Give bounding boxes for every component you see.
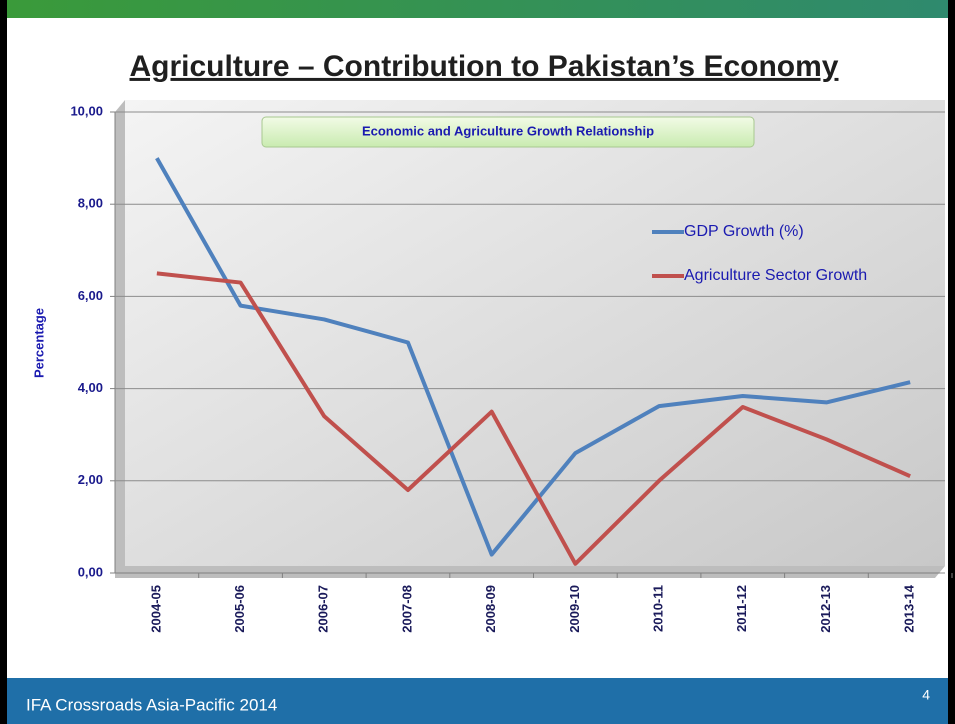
x-tick-label: 2008-09 (483, 585, 498, 633)
subtitle-box (261, 116, 755, 148)
footer-bar (7, 678, 948, 724)
x-tick-label: 2010-11 (650, 585, 665, 632)
y-tick-label: 4,00 (78, 380, 103, 395)
page-number: 4 (922, 687, 930, 703)
x-tick-label: 2006-07 (316, 585, 331, 633)
x-tick-label: 2012-13 (818, 585, 833, 633)
y-tick-label: 0,00 (78, 564, 103, 579)
x-tick-label: 2009-10 (567, 585, 582, 633)
top-bar (7, 0, 948, 18)
x-tick-label: 2013-14 (902, 584, 917, 632)
legend-label: GDP Growth (%) (684, 223, 804, 240)
footer-text: IFA Crossroads Asia-Pacific 2014 (26, 695, 277, 714)
line-series (155, 157, 911, 557)
legend-label: Agriculture Sector Growth (684, 267, 867, 284)
x-tick-label: 2007-08 (399, 585, 414, 633)
title: Agriculture – Contribution to Pakistan’s… (130, 50, 839, 83)
line-series (156, 271, 911, 566)
plot-area (125, 100, 945, 566)
x-tick-label: 2004-05 (148, 585, 163, 633)
y-tick-label: 8,00 (78, 196, 103, 211)
y-tick-label: 6,00 (78, 288, 103, 303)
y-tick-label: 2,00 (78, 472, 103, 487)
subtitle: Economic and Agriculture Growth Relation… (362, 123, 654, 138)
y-tick-label: 10,00 (70, 103, 103, 118)
x-tick-label: 2005-06 (232, 585, 247, 633)
y-axis-label: Percentage (31, 308, 46, 378)
x-tick-label: 2011-12 (734, 585, 749, 632)
